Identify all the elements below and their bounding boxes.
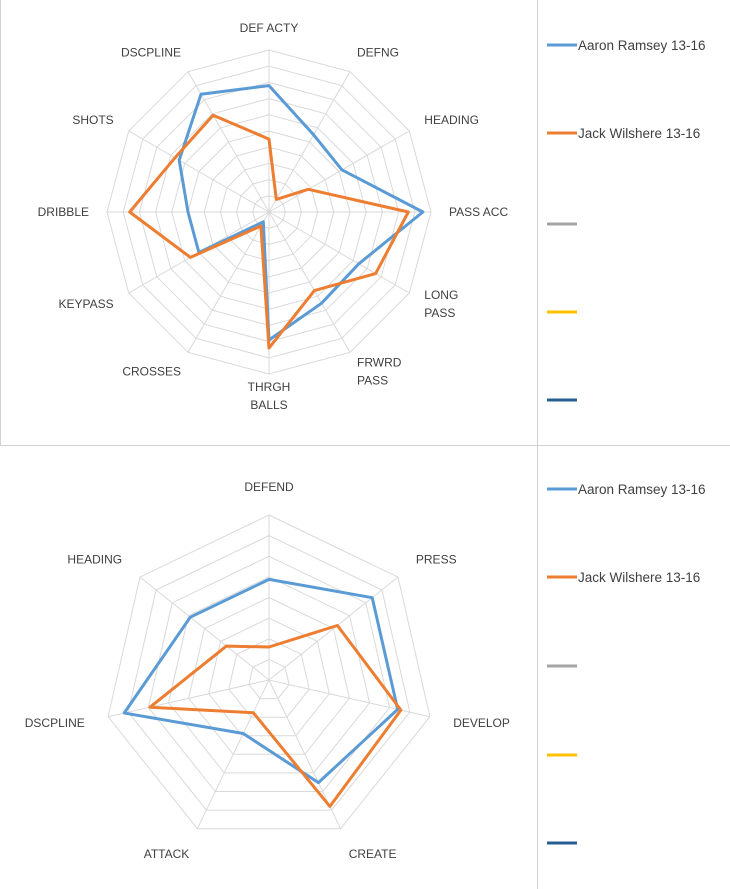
spoke-shots [128,130,270,213]
axis-label-dribble: DRIBBLE [38,205,89,219]
axis-label-defng: DEFNG [357,46,399,60]
axis-label-crosses: CROSSES [122,364,181,378]
axis-label-shots: SHOTS [72,113,113,127]
series-line-jack-wilshere-13-16 [128,113,410,350]
axis-label-create: CREATE [349,847,397,861]
grid-ring-4 [188,596,350,755]
legend-item-jack-wilshere-13-16: Jack Wilshere 13-16 [547,570,700,585]
spoke-heading [139,576,270,681]
legend-label: Aaron Ramsey 13-16 [578,482,706,497]
spoke-dscpline [187,71,270,213]
axis-label-develop: DEVELOP [453,716,510,730]
legend-item-jack-wilshere-13-16: Jack Wilshere 13-16 [547,126,700,141]
spoke-crosses [187,211,270,353]
axis-label-pass-acc: PASS ACC [449,205,508,219]
spoke-long-pass [268,211,410,294]
legend-label: Aaron Ramsey 13-16 [578,38,706,53]
grid-ring-6 [147,555,391,792]
spoke-develop [268,679,431,718]
axis-label-long-pass: LONG PASS [424,288,458,320]
axis-label-dscpline: DSCPLINE [121,46,181,60]
axis-label-thrgh-balls: THRGH BALLS [248,380,291,412]
spoke-press [268,576,399,681]
grid-ring-7 [127,535,411,811]
axis-label-def-acty: DEF ACTY [240,21,299,35]
axis-label-press: PRESS [416,553,457,567]
spoke-defng [268,71,351,213]
axis-label-dscpline: DSCPLINE [25,716,85,730]
axis-label-defend: DEFEND [244,480,294,494]
legend-label: Jack Wilshere 13-16 [578,126,700,141]
axis-label-attack: ATTACK [144,847,190,861]
legend-bottom: Aaron Ramsey 13-16 Jack Wilshere 13-16 [547,482,706,845]
axis-label-heading: HEADING [67,553,122,567]
series-line-aaron-ramsey-13-16 [122,577,400,785]
axis-label-frwrd-pass: FRWRD PASS [357,355,402,387]
spoke-frwrd-pass [268,211,351,353]
axis-label-heading: HEADING [424,113,479,127]
radar-chart-bottom: DEFEND PRESS DEVELOP CREATE ATTACK DSCPLINE HE… [25,480,510,861]
grid-ring-5 [167,576,371,774]
series-line-jack-wilshere-13-16 [148,624,403,808]
grid-ring-8 [107,514,431,830]
legend-item-aaron-ramsey-13-16: Aaron Ramsey 13-16 [547,482,706,497]
legend-top: Aaron Ramsey 13-16 Jack Wilshere 13-16 [547,38,706,402]
legend-item-aaron-ramsey-13-16: Aaron Ramsey 13-16 [547,38,706,53]
spoke-heading [268,130,410,213]
axis-label-keypass: KEYPASS [59,297,114,311]
grid-ring-1 [248,658,290,700]
spoke-dscpline [107,679,270,718]
legend-label: Jack Wilshere 13-16 [578,570,700,585]
grid-ring-2 [228,638,310,718]
radar-chart-top: DEF ACTY DEFNG HEADING PASS ACC LONG PASS FRWR… [38,21,509,412]
grid-ring-3 [208,617,330,737]
spoke-attack [196,679,270,829]
